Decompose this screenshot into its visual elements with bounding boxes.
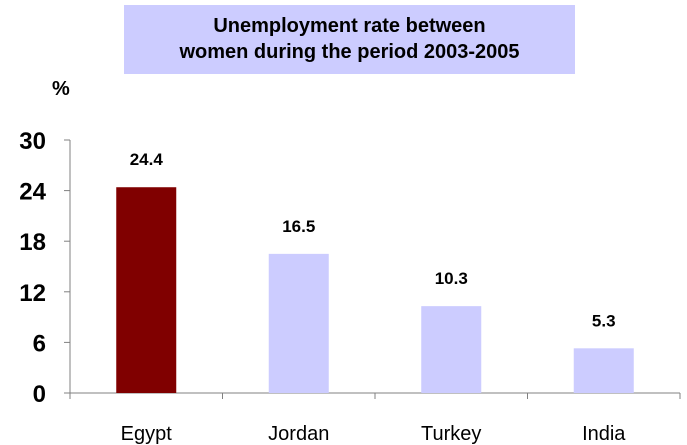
bar-egypt [116,187,177,393]
y-tick-label: 0 [33,381,46,408]
data-label: 24.4 [130,150,164,169]
y-tick-label: 12 [19,280,46,307]
x-tick-label: Jordan [268,423,329,445]
bar-india [573,348,634,393]
bar-turkey [421,306,482,393]
x-tick-label: Turkey [421,423,481,445]
bar-jordan [268,253,329,393]
y-tick-label: 30 [19,128,46,155]
data-label: 10.3 [435,269,468,288]
data-label: 16.5 [282,217,315,236]
x-tick-label: India [582,423,626,445]
y-tick-label: 18 [19,229,46,256]
y-tick-label: 24 [19,179,46,206]
chart-title-line-2: women during the period 2003-2005 [179,41,520,63]
y-tick-label: 6 [33,330,46,357]
x-tick-label: Egypt [121,423,173,445]
y-axis-unit-label: % [52,78,70,100]
chart-title-box: Unemployment rate between women during t… [124,5,575,74]
data-label: 5.3 [592,311,616,330]
chart-title-line-1: Unemployment rate between [213,15,486,37]
